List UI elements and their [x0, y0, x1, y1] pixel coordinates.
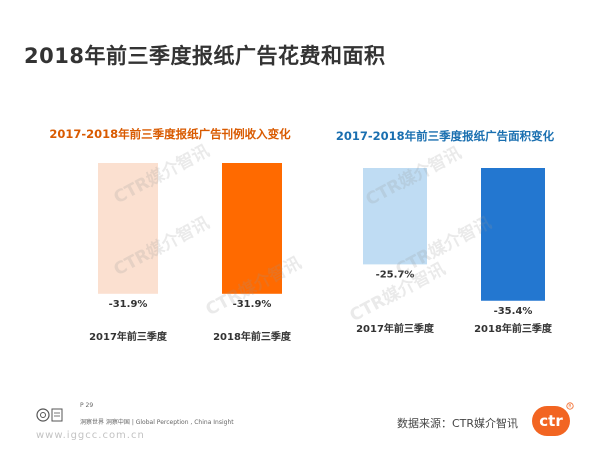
- chart-revenue-svg: -31.9% 2017年前三季度 -31.9% 2018年前三季度: [89, 163, 292, 343]
- ctr-logo-icon: ctr: [532, 406, 570, 436]
- svg-text:R: R: [568, 404, 571, 410]
- bar: [363, 168, 427, 265]
- category-label: 2017年前三季度: [89, 330, 168, 343]
- category-label: 2018年前三季度: [474, 322, 553, 335]
- chart-area-title: 2017-2018年前三季度报纸广告面积变化: [335, 129, 555, 143]
- bar: [98, 163, 158, 294]
- registered-mark-icon: R: [566, 402, 574, 410]
- certification-badge-icon: [36, 408, 63, 422]
- chart-area-panel: 2017-2018年前三季度报纸广告面积变化 -25.7% 2017年前三季度 -3…: [320, 118, 570, 358]
- footer-website-watermark: www.iggcc.com.cn: [36, 430, 145, 441]
- data-label: -25.7%: [376, 269, 415, 280]
- data-label: -35.4%: [494, 306, 533, 317]
- bar: [222, 163, 282, 294]
- page-title: 2018年前三季度报纸广告花费和面积: [24, 44, 386, 68]
- chart-area-svg: -25.7% 2017年前三季度 -35.4% 2018年前三季度: [356, 168, 553, 335]
- category-label: 2018年前三季度: [213, 330, 292, 343]
- footer-left: P 29 洞察世界 洞察中国 | Global Perception , Chi…: [36, 402, 296, 442]
- data-source: 数据来源：CTR媒介智讯: [397, 417, 519, 430]
- chart-revenue-panel: 2017-2018年前三季度报纸广告刊例收入变化 -31.9% 2017年前三季度…: [40, 118, 300, 358]
- category-label: 2017年前三季度: [356, 322, 435, 335]
- chart-revenue-title: 2017-2018年前三季度报纸广告刊例收入变化: [49, 127, 291, 141]
- data-label: -31.9%: [233, 299, 272, 310]
- data-label: -31.9%: [109, 299, 148, 310]
- bar: [481, 168, 545, 301]
- footer-tagline: 洞察世界 洞察中国 | Global Perception , China In…: [80, 419, 234, 426]
- svg-text:ctr: ctr: [539, 412, 563, 430]
- page-number: P 29: [80, 402, 94, 409]
